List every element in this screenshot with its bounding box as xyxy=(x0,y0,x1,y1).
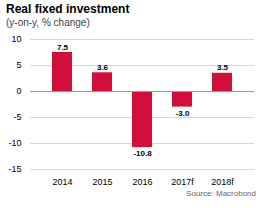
svg-text:-15: -15 xyxy=(8,164,21,174)
svg-text:3.6: 3.6 xyxy=(97,63,109,72)
svg-text:-5: -5 xyxy=(13,112,21,122)
svg-text:0: 0 xyxy=(16,86,21,96)
svg-text:10: 10 xyxy=(11,34,21,44)
svg-text:2014: 2014 xyxy=(52,177,72,187)
svg-text:5: 5 xyxy=(16,60,21,70)
svg-text:2016: 2016 xyxy=(132,177,152,187)
svg-text:-10.8: -10.8 xyxy=(133,149,152,158)
html-text:Real fixed investment: Real fixed investment xyxy=(6,2,130,16)
svg-text:-10: -10 xyxy=(8,138,21,148)
svg-text:7.5: 7.5 xyxy=(57,43,69,52)
svg-text:2018f: 2018f xyxy=(211,177,234,187)
html-text:Source: Macrobond: Source: Macrobond xyxy=(186,189,256,198)
svg-text:3.5: 3.5 xyxy=(217,63,229,72)
svg-text:2017f: 2017f xyxy=(171,177,194,187)
svg-text:-3.0: -3.0 xyxy=(176,109,190,118)
html-text:(y-on-y, % change): (y-on-y, % change) xyxy=(6,17,90,28)
svg-text:2015: 2015 xyxy=(92,177,112,187)
